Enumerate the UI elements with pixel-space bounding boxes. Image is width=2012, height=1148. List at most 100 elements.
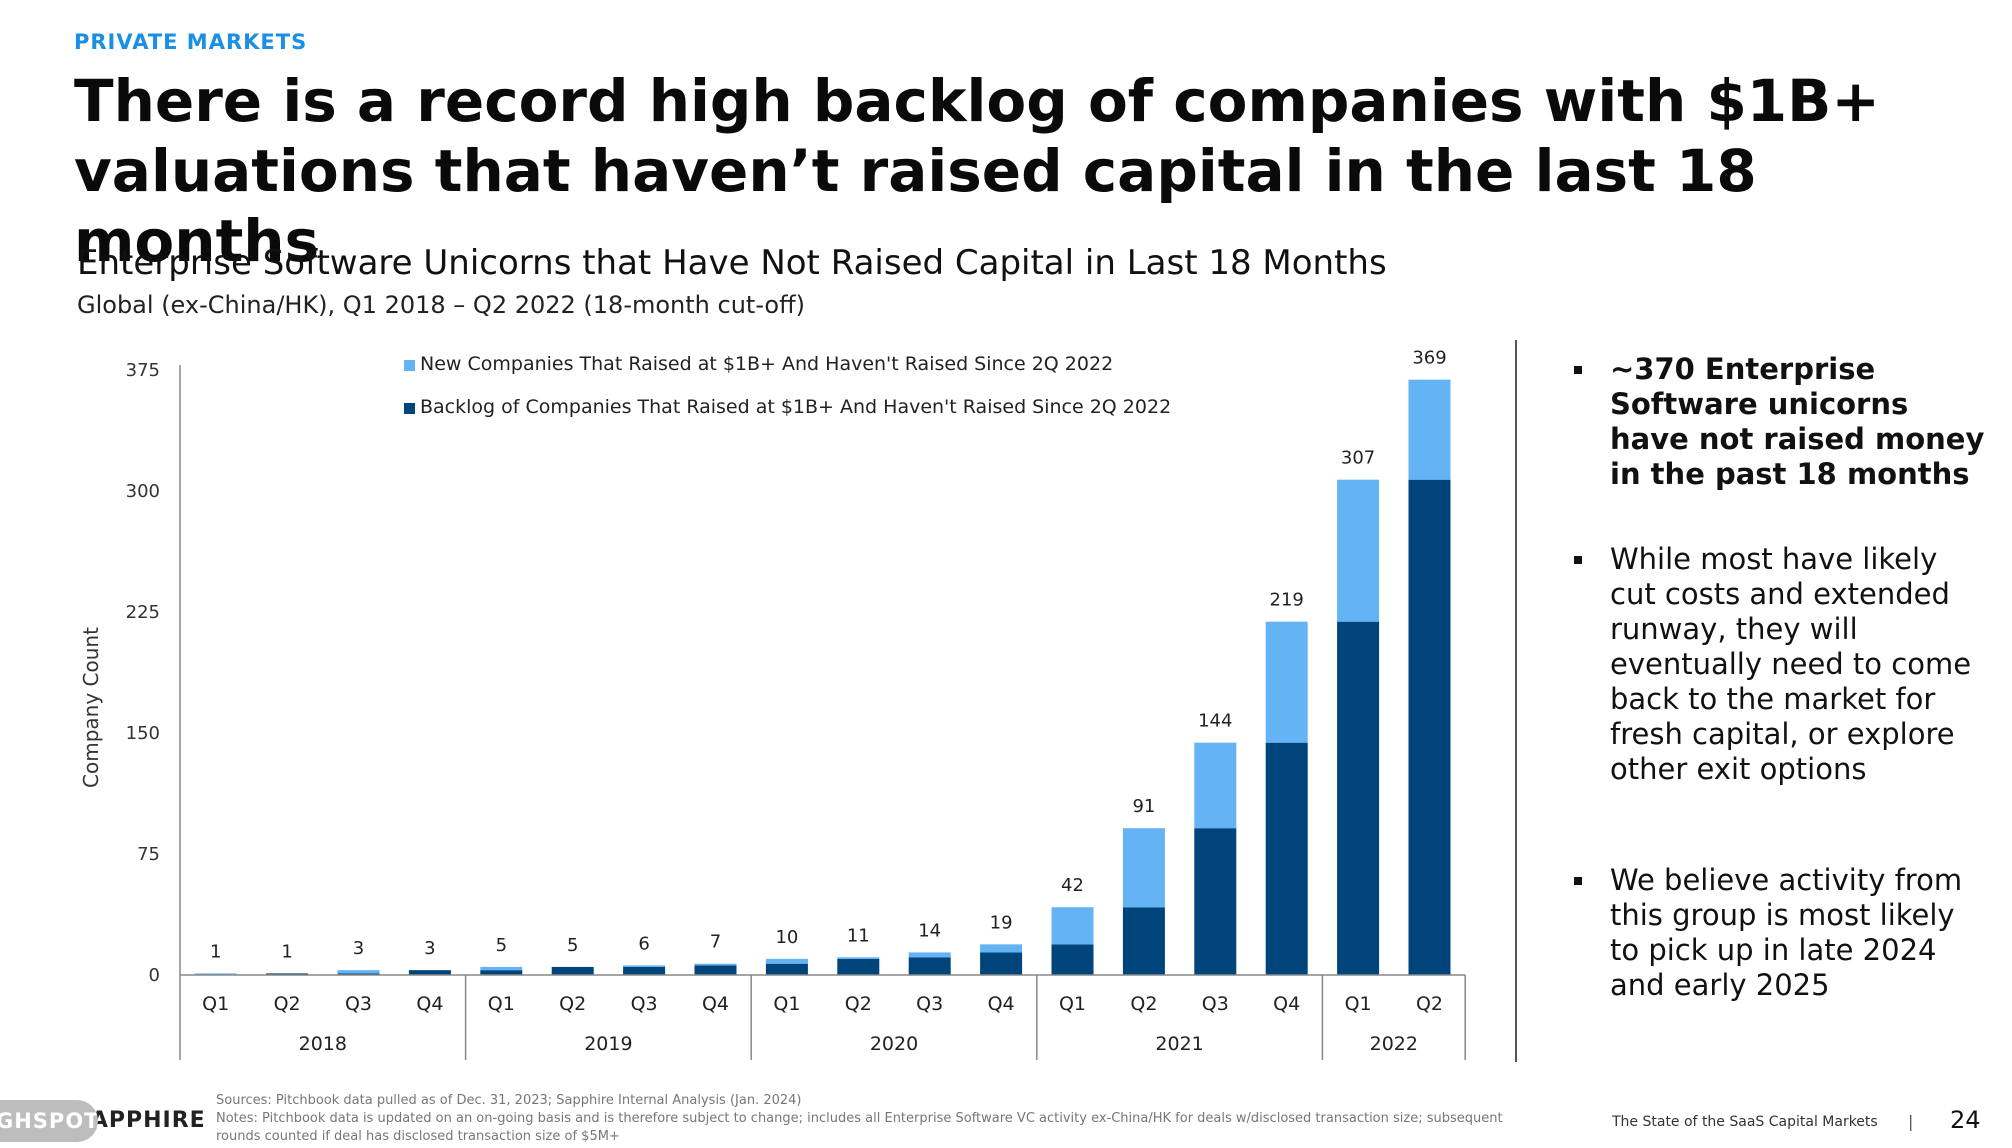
bar-backlog (551, 966, 594, 975)
x-tick-label: Q1 (1345, 993, 1372, 1015)
y-tick-label: 75 (137, 844, 160, 865)
bar-backlog (765, 963, 808, 975)
bullet-item: While most have likely cut costs and ext… (1570, 542, 1990, 787)
bar-new (980, 944, 1023, 953)
bar-backlog (337, 973, 380, 975)
y-tick-label: 225 (126, 602, 160, 623)
legend-swatch (404, 403, 415, 414)
data-label: 10 (775, 927, 798, 948)
bar-new (1265, 621, 1308, 743)
bar-backlog (1337, 621, 1380, 975)
data-label: 7 (710, 932, 721, 953)
x-tick-label: Q3 (631, 993, 658, 1015)
data-label: 1 (281, 941, 292, 962)
data-label: 369 (1412, 348, 1446, 369)
data-label: 11 (847, 925, 870, 946)
bar-new (908, 952, 951, 958)
chart-subtitle: Global (ex-China/HK), Q1 2018 – Q2 2022 … (77, 291, 806, 319)
report-name: The State of the SaaS Capital Markets (1612, 1114, 1878, 1130)
bar-new (194, 973, 237, 975)
legend-label: New Companies That Raised at $1B+ And Ha… (420, 353, 1113, 375)
y-tick-label: 0 (149, 965, 160, 986)
x-tick-label: Q3 (345, 993, 372, 1015)
x-tick-label: Q1 (202, 993, 229, 1015)
section-eyebrow: PRIVATE MARKETS (74, 30, 308, 54)
page-title: There is a record high backlog of compan… (74, 67, 1880, 275)
methodology-note: Notes: Pitchbook data is updated on an o… (216, 1111, 1503, 1144)
data-label: 5 (567, 935, 578, 956)
data-label: 5 (496, 935, 507, 956)
bar-backlog (1265, 742, 1308, 975)
x-tick-label: Q3 (1202, 993, 1229, 1015)
bar-new (1122, 828, 1165, 908)
page-number: 24 (1950, 1106, 1981, 1134)
bar-new (1051, 907, 1094, 945)
x-tick-label: Q4 (1273, 993, 1300, 1015)
x-tick-label: Q4 (416, 993, 443, 1015)
bullet-item: We believe activity from this group is m… (1570, 863, 1990, 1003)
legend-label: Backlog of Companies That Raised at $1B+… (420, 396, 1171, 418)
year-label: 2020 (870, 1033, 918, 1055)
bar-backlog (908, 957, 951, 975)
bar-new (337, 970, 380, 974)
data-label: 219 (1270, 590, 1304, 611)
bar-new (1337, 479, 1380, 622)
data-label: 1 (210, 941, 221, 962)
bar-backlog (1408, 479, 1451, 975)
footer-separator: | (1908, 1112, 1914, 1131)
x-tick-label: Q3 (916, 993, 943, 1015)
bar-backlog (480, 970, 523, 975)
bar-backlog (1122, 907, 1165, 975)
x-tick-label: Q4 (988, 993, 1015, 1015)
x-tick-label: Q4 (702, 993, 729, 1015)
x-tick-label: Q2 (1130, 993, 1157, 1015)
data-label: 3 (353, 938, 364, 959)
x-tick-label: Q2 (845, 993, 872, 1015)
y-axis-title: Company Count (79, 627, 103, 788)
data-label: 19 (990, 912, 1013, 933)
x-tick-label: Q2 (559, 993, 586, 1015)
x-tick-label: Q1 (488, 993, 515, 1015)
bar-backlog (408, 970, 451, 975)
x-tick-label: Q1 (1059, 993, 1086, 1015)
bar-backlog (1051, 944, 1094, 975)
bar-new (623, 965, 666, 967)
bar-new (765, 958, 808, 964)
y-tick-label: 375 (126, 360, 160, 381)
data-label: 144 (1198, 711, 1232, 732)
sources-note: Sources: Pitchbook data pulled as of Dec… (216, 1093, 802, 1108)
x-tick-label: Q2 (1416, 993, 1443, 1015)
bar-backlog (1194, 828, 1237, 975)
year-label: 2019 (584, 1033, 632, 1055)
legend-swatch (404, 360, 415, 371)
vertical-divider (1515, 340, 1517, 1062)
data-label: 91 (1132, 796, 1155, 817)
data-label: 6 (638, 933, 649, 954)
bullet-item: ~370 Enterprise Software unicorns have n… (1570, 352, 1990, 492)
chart-title: Enterprise Software Unicorns that Have N… (77, 243, 1387, 283)
footnotes: Sources: Pitchbook data pulled as of Dec… (216, 1092, 1546, 1146)
year-label: 2018 (299, 1033, 347, 1055)
bar-backlog (694, 965, 737, 975)
key-takeaways-list: ~370 Enterprise Software unicorns have n… (1570, 352, 1990, 1003)
year-label: 2022 (1370, 1033, 1418, 1055)
bar-new (1408, 379, 1451, 480)
data-label: 14 (918, 920, 941, 941)
bar-new (480, 966, 523, 971)
bar-new (1194, 742, 1237, 829)
y-tick-label: 150 (126, 723, 160, 744)
bar-backlog (837, 958, 880, 975)
year-label: 2021 (1155, 1033, 1203, 1055)
bar-new (837, 957, 880, 959)
bar-new (694, 963, 737, 966)
data-label: 307 (1341, 448, 1375, 469)
x-tick-label: Q2 (274, 993, 301, 1015)
bar-backlog (266, 973, 309, 975)
x-tick-label: Q1 (773, 993, 800, 1015)
data-label: 3 (424, 938, 435, 959)
bar-backlog (980, 952, 1023, 975)
bar-backlog (623, 966, 666, 975)
logo-overlay-text: GHSPOT (0, 1109, 98, 1133)
y-tick-label: 300 (126, 481, 160, 502)
